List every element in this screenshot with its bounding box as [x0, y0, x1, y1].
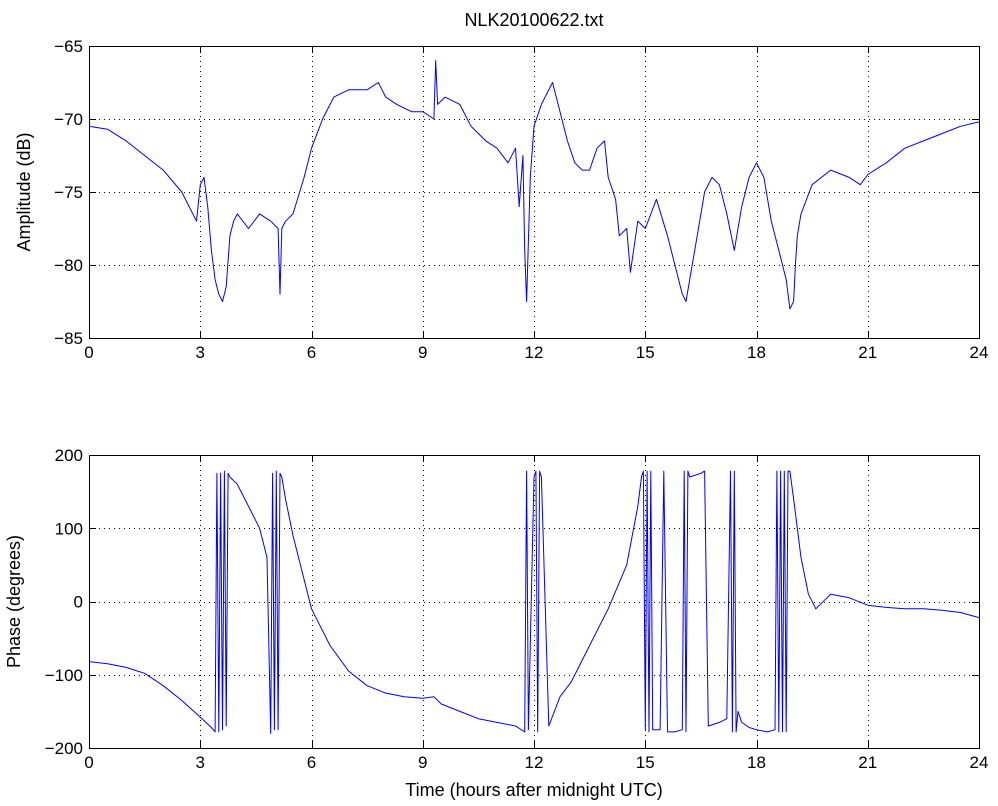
phase-x-tick-label: 0	[84, 753, 93, 772]
amplitude-y-tick-label: −75	[54, 183, 83, 202]
phase-panel: 0 3 6 9 12 15 18 21 24 −200 −100 0 100 200 Phase (deg…	[4, 446, 988, 800]
phase-y-axis-label: Phase (degrees)	[4, 535, 24, 668]
phase-x-tick-label: 15	[636, 753, 655, 772]
phase-plot-area	[89, 455, 979, 748]
amplitude-grid	[89, 46, 979, 338]
amplitude-y-axis-label: Amplitude (dB)	[14, 132, 34, 251]
phase-tick-labels: 0 3 6 9 12 15 18 21 24 −200 −100 0 100 200	[45, 446, 989, 772]
phase-grid	[89, 455, 979, 748]
phase-x-tick-label: 9	[418, 753, 427, 772]
amplitude-tick-labels: 0 3 6 9 12 15 18 21 24 −85 −80 −75 −70 −65	[54, 37, 988, 362]
amplitude-y-tick-label: −65	[54, 37, 83, 56]
amplitude-panel: 0 3 6 9 12 15 18 21 24 −85 −80 −75 −70 −65 NLK2010062…	[14, 10, 988, 362]
amplitude-x-tick-label: 0	[84, 343, 93, 362]
amplitude-y-tick-label: −85	[54, 329, 83, 348]
phase-x-tick-label: 6	[307, 753, 316, 772]
phase-y-tick-label: 200	[55, 446, 83, 465]
amplitude-x-tick-label: 9	[418, 343, 427, 362]
phase-x-tick-label: 12	[525, 753, 544, 772]
amplitude-x-tick-label: 12	[525, 343, 544, 362]
amplitude-y-tick-label: −70	[54, 110, 83, 129]
phase-x-tick-label: 18	[747, 753, 766, 772]
amplitude-x-tick-label: 3	[196, 343, 205, 362]
amplitude-x-tick-label: 18	[747, 343, 766, 362]
amplitude-x-tick-label: 21	[858, 343, 877, 362]
phase-y-tick-label: 100	[55, 519, 83, 538]
phase-y-tick-label: 0	[74, 593, 83, 612]
phase-trace	[88, 470, 980, 734]
amplitude-x-tick-label: 15	[636, 343, 655, 362]
phase-y-tick-label: −200	[45, 739, 83, 758]
amplitude-x-tick-label: 6	[307, 343, 316, 362]
phase-y-tick-label: −100	[45, 666, 83, 685]
amplitude-y-tick-label: −80	[54, 256, 83, 275]
amplitude-x-tick-label: 24	[970, 343, 989, 362]
phase-series-line	[88, 470, 980, 734]
amplitude-axes-frame	[89, 46, 980, 339]
phase-x-tick-label: 3	[196, 753, 205, 772]
amplitude-series-line	[88, 60, 980, 310]
phase-x-tick-label: 21	[858, 753, 877, 772]
amplitude-trace	[88, 60, 980, 310]
phase-x-tick-label: 24	[970, 753, 989, 772]
time-x-axis-label: Time (hours after midnight UTC)	[405, 780, 662, 800]
chart-title: NLK20100622.txt	[464, 10, 603, 30]
phase-axes-frame	[89, 455, 980, 749]
